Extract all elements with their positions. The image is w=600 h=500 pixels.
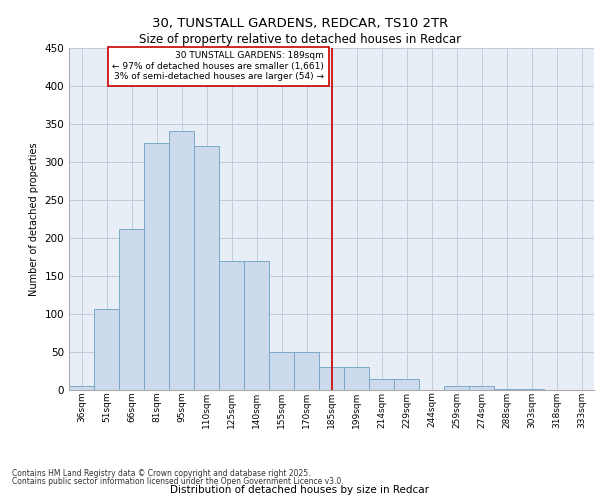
Bar <box>194 146 219 390</box>
Text: Distribution of detached houses by size in Redcar: Distribution of detached houses by size … <box>170 485 430 495</box>
Text: Size of property relative to detached houses in Redcar: Size of property relative to detached ho… <box>139 32 461 46</box>
Bar <box>394 378 419 390</box>
Text: Contains public sector information licensed under the Open Government Licence v3: Contains public sector information licen… <box>12 477 344 486</box>
Bar <box>519 389 544 390</box>
Bar <box>344 367 369 390</box>
Bar <box>169 131 194 390</box>
Bar <box>469 386 494 390</box>
Bar <box>144 142 169 390</box>
Text: Contains HM Land Registry data © Crown copyright and database right 2025.: Contains HM Land Registry data © Crown c… <box>12 468 311 477</box>
Bar <box>444 386 469 390</box>
Bar <box>244 260 269 390</box>
Bar <box>219 260 244 390</box>
Bar <box>319 367 344 390</box>
Bar <box>494 389 519 390</box>
Bar <box>119 230 144 390</box>
Bar <box>294 352 319 390</box>
Bar <box>94 308 119 390</box>
Text: 30 TUNSTALL GARDENS: 189sqm
← 97% of detached houses are smaller (1,661)
3% of s: 30 TUNSTALL GARDENS: 189sqm ← 97% of det… <box>112 52 324 81</box>
Bar <box>69 386 94 390</box>
Bar <box>269 352 294 390</box>
Bar <box>369 378 394 390</box>
Text: 30, TUNSTALL GARDENS, REDCAR, TS10 2TR: 30, TUNSTALL GARDENS, REDCAR, TS10 2TR <box>152 18 448 30</box>
Y-axis label: Number of detached properties: Number of detached properties <box>29 142 39 296</box>
